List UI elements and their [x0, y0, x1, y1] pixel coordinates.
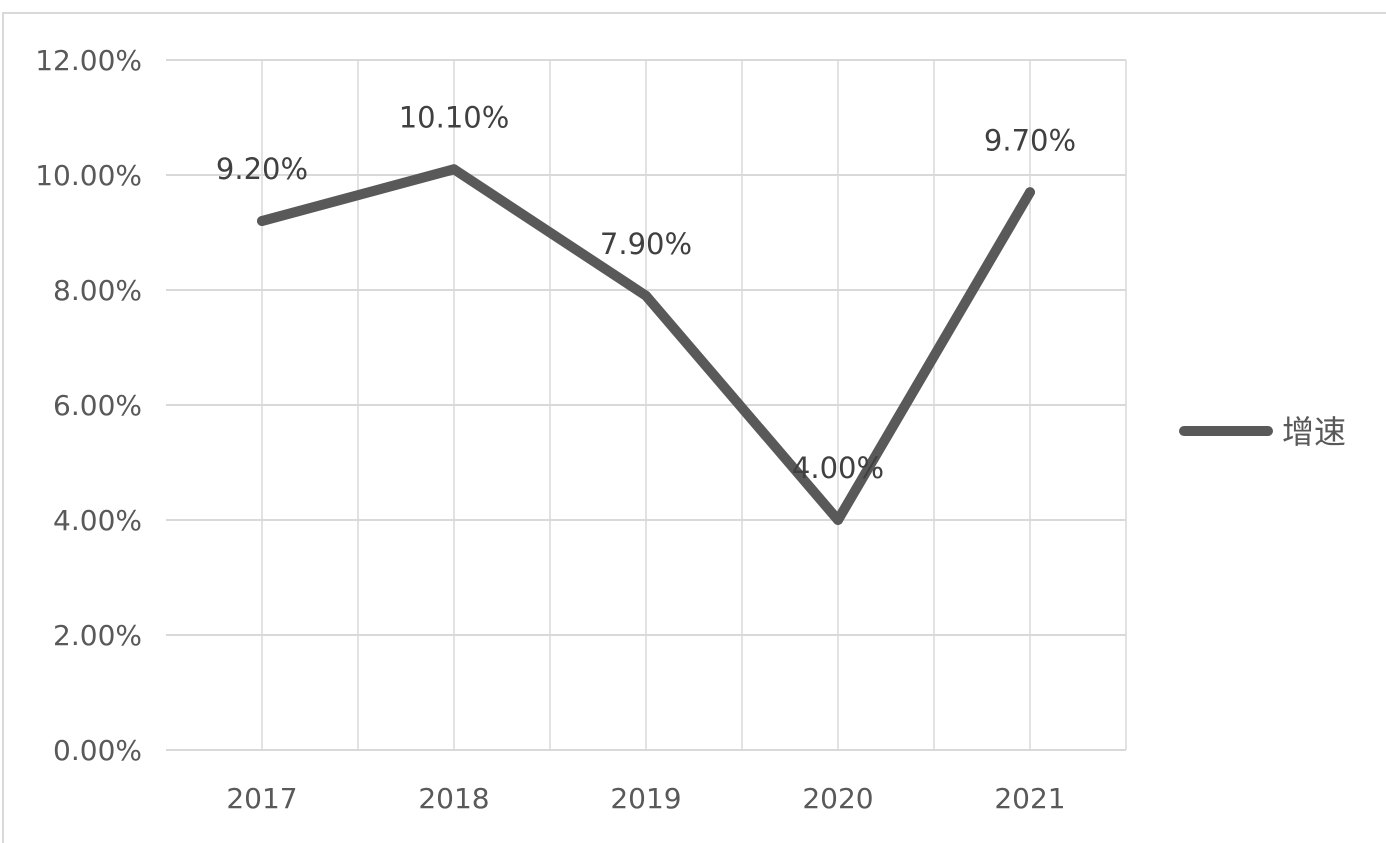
- y-tick-label: 2.00%: [53, 619, 142, 652]
- gridlines: [166, 59, 1127, 751]
- x-tick-label: 2018: [418, 782, 489, 815]
- legend: 增速: [1179, 413, 1346, 451]
- legend-label: 增速: [1282, 413, 1346, 451]
- data-label: 9.20%: [216, 152, 308, 186]
- x-tick-label: 2017: [226, 782, 297, 815]
- data-label: 10.10%: [399, 100, 510, 134]
- y-tick-label: 6.00%: [53, 389, 142, 422]
- x-tick-label: 2020: [802, 782, 873, 815]
- y-tick-label: 10.00%: [35, 159, 142, 192]
- data-point: [257, 216, 267, 226]
- y-tick-label: 4.00%: [53, 504, 142, 537]
- data-point: [1025, 187, 1035, 198]
- y-tick-label: 8.00%: [53, 274, 142, 307]
- data-point: [833, 515, 843, 525]
- data-point: [641, 290, 651, 301]
- axes: 0.00% 2.00% 4.00% 6.00% 8.00% 10.00% 12.00% 201…: [35, 44, 1065, 815]
- data-label: 9.70%: [984, 123, 1076, 157]
- data-point: [449, 164, 459, 175]
- data-label: 4.00%: [792, 451, 884, 485]
- x-tick-label: 2021: [994, 782, 1065, 815]
- x-tick-label: 2019: [610, 782, 681, 815]
- y-tick-label: 0.00%: [53, 734, 142, 767]
- data-labels: 9.20% 10.10% 7.90% 4.00% 9.70%: [216, 100, 1076, 485]
- data-label: 7.90%: [600, 227, 692, 261]
- chart-frame: [2, 12, 1386, 843]
- y-tick-label: 12.00%: [35, 44, 142, 77]
- series-layer: [257, 164, 1035, 525]
